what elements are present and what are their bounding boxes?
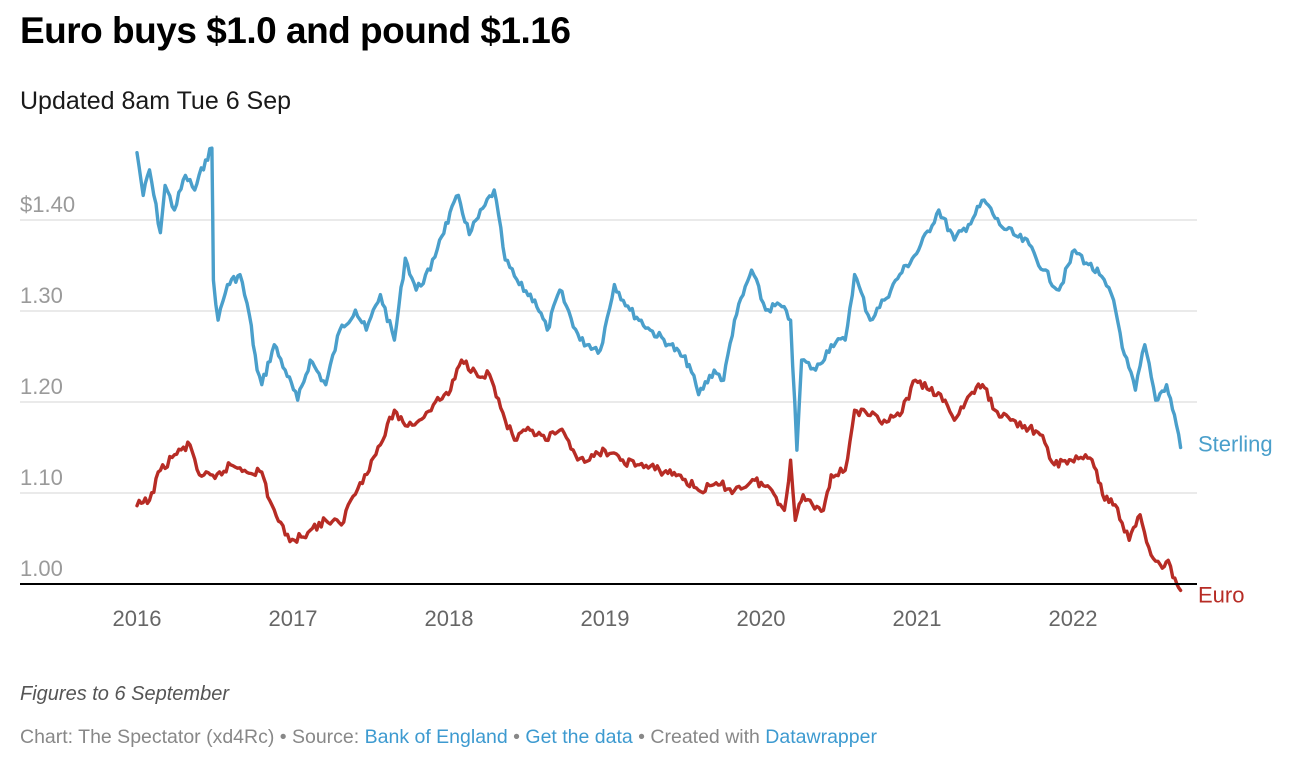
series-line-euro (135, 358, 1183, 593)
y-tick-label: 1.10 (20, 465, 63, 490)
x-tick-label: 2021 (893, 606, 942, 631)
x-tick-label: 2020 (737, 606, 786, 631)
x-tick-label: 2018 (425, 606, 474, 631)
byline-created-with: • Created with (632, 726, 766, 748)
x-axis-labels: 2016 2017 2018 2019 2020 2021 2022 (113, 606, 1098, 631)
x-tick-label: 2016 (113, 606, 162, 631)
x-tick-label: 2017 (269, 606, 318, 631)
gridlines (20, 219, 1197, 494)
x-tick-label: 2022 (1049, 606, 1098, 631)
y-axis-labels: $1.40 1.30 1.20 1.10 1.00 (20, 192, 75, 581)
byline-prefix: Chart: The Spectator (xd4Rc) • Source: (20, 726, 365, 748)
series-labels: Sterling Euro (1198, 432, 1273, 608)
y-tick-label: $1.40 (20, 192, 75, 217)
chart-subtitle: Updated 8am Tue 6 Sep (20, 87, 292, 115)
chart-title: Euro buys $1.0 and pound $1.16 (20, 10, 571, 51)
series-label-sterling: Sterling (1198, 432, 1273, 457)
y-tick-label: 1.20 (20, 374, 63, 399)
y-tick-label: 1.00 (20, 556, 63, 581)
series-lines (135, 146, 1183, 593)
source-link[interactable]: Bank of England (364, 726, 508, 748)
series-line-sterling (135, 146, 1183, 452)
get-data-link[interactable]: Get the data (525, 726, 633, 748)
chart-notes: Figures to 6 September (20, 683, 229, 705)
x-tick-label: 2019 (581, 606, 630, 631)
byline-separator: • (507, 726, 526, 748)
y-tick-label: 1.30 (20, 283, 63, 308)
datawrapper-link[interactable]: Datawrapper (765, 726, 877, 748)
series-label-euro: Euro (1198, 582, 1244, 607)
chart-byline: Chart: The Spectator (xd4Rc) • Source: B… (20, 726, 877, 749)
